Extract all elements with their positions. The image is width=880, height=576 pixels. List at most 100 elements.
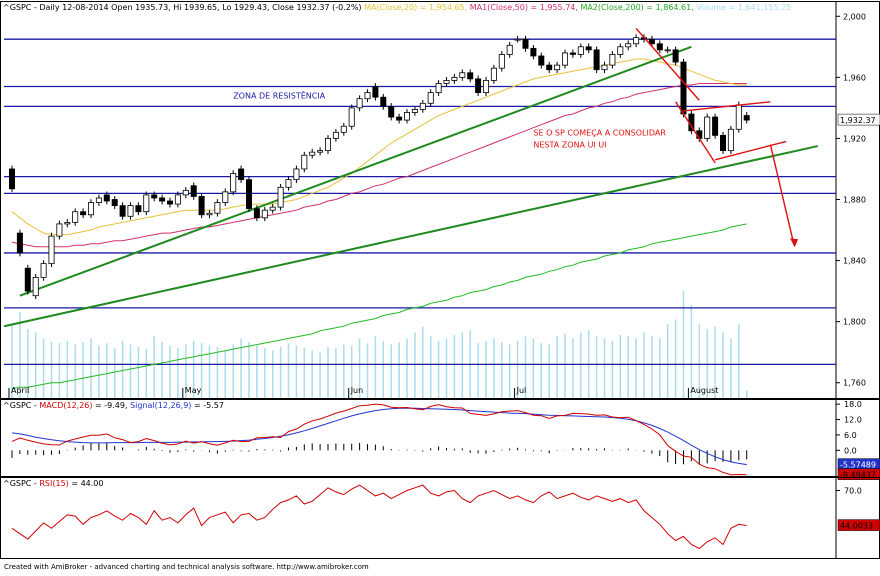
candle-body xyxy=(207,213,212,215)
candle-body xyxy=(412,109,417,112)
candle-body xyxy=(175,195,180,204)
date-axis-label: April xyxy=(11,386,29,395)
volume-bar xyxy=(383,341,385,398)
candle-body xyxy=(270,207,275,210)
volume-bar xyxy=(327,347,329,398)
volume-bar xyxy=(430,336,432,398)
candle-body xyxy=(333,132,338,138)
candle-body xyxy=(223,192,228,203)
volume-bar xyxy=(627,336,629,398)
rsi-pane[interactable]: 70.044.0033^GSPC - RSI(15) = 44.00 xyxy=(1,477,880,559)
candle-body xyxy=(246,180,251,209)
macd-last-label: -9.49437 xyxy=(840,471,876,480)
candle-body xyxy=(341,126,346,132)
volume-bar xyxy=(493,338,495,398)
volume-bar xyxy=(533,338,535,398)
price-axis-tick-label: 1,840 xyxy=(843,257,866,266)
candle-body xyxy=(128,206,133,217)
candle-body xyxy=(626,44,631,47)
candle-body xyxy=(562,53,567,65)
candle-body xyxy=(507,45,512,54)
candle-body xyxy=(120,206,125,217)
candle-body xyxy=(373,87,378,98)
date-axis-label: Jun xyxy=(350,386,364,395)
candle-body xyxy=(531,48,536,56)
resistance-zone-label: ZONA DE RESISTÊNCIA xyxy=(233,90,326,101)
candle-body xyxy=(144,195,149,212)
price-axis-tick-label: 2,000 xyxy=(843,12,866,21)
candle-body xyxy=(602,65,607,70)
date-axis-label: May xyxy=(185,386,202,395)
volume-bar xyxy=(35,332,37,398)
volume-bar xyxy=(635,338,637,398)
candle-body xyxy=(436,83,441,92)
candle-body xyxy=(578,47,583,55)
candle-body xyxy=(96,198,101,203)
candle-body xyxy=(73,212,78,223)
last-close-label: 1,932.37 xyxy=(840,116,876,125)
volume-bar xyxy=(367,343,369,398)
volume-bar xyxy=(438,341,440,398)
candle-body xyxy=(112,200,117,206)
volume-bar xyxy=(462,332,464,398)
candle-body xyxy=(555,65,560,70)
volume-bar xyxy=(153,336,155,398)
rsi-pane-title: ^GSPC - RSI(15) = 44.00 xyxy=(3,479,104,488)
volume-bar xyxy=(612,341,614,398)
volume-bar xyxy=(138,347,140,398)
candle-body xyxy=(17,233,22,253)
price-pane-title: ^GSPC - Daily 12-08-2014 Open 1935.73, H… xyxy=(3,3,791,12)
candle-body xyxy=(365,93,370,99)
candle-body xyxy=(523,39,528,48)
candle-body xyxy=(547,65,552,70)
volume-bar xyxy=(572,338,574,398)
candle-body xyxy=(167,201,172,204)
candle-body xyxy=(491,68,496,80)
macd-pane[interactable]: 0.06.012.018.0-5.57489-9.49437^GSPC - MA… xyxy=(1,399,880,480)
candle-body xyxy=(389,106,394,117)
volume-bar xyxy=(643,332,645,398)
candle-body xyxy=(665,50,670,51)
candle-body xyxy=(65,222,70,224)
candle-body xyxy=(610,54,615,65)
volume-bar xyxy=(288,343,290,398)
annotation-red-arrow xyxy=(770,145,794,246)
candle-body xyxy=(586,47,591,50)
volume-bar xyxy=(343,344,345,398)
volume-bar xyxy=(548,344,550,398)
volume-bar xyxy=(280,347,282,398)
volume-bar xyxy=(596,336,598,398)
macd-pane-title: ^GSPC - MACD(12,26) = -9.49, Signal(12,2… xyxy=(3,401,224,410)
volume-bar xyxy=(248,342,250,398)
candle-body xyxy=(349,108,354,126)
date-axis-label: August xyxy=(690,386,718,395)
candle-body xyxy=(183,190,188,195)
volume-bar xyxy=(146,349,148,398)
candle-body xyxy=(397,117,402,120)
volume-bar xyxy=(541,343,543,398)
macd-pane-frame xyxy=(1,400,880,477)
volume-bar xyxy=(738,324,740,398)
price-axis-tick-label: 1,920 xyxy=(843,134,866,143)
candle-body xyxy=(657,44,662,50)
volume-bar xyxy=(422,327,424,398)
volume-bar xyxy=(675,319,677,398)
volume-bar xyxy=(114,348,116,398)
candle-body xyxy=(57,224,62,236)
volume-bar xyxy=(106,343,108,398)
candle-body xyxy=(705,117,710,138)
candle-body xyxy=(681,62,686,114)
volume-bar xyxy=(556,336,558,398)
candle-body xyxy=(428,93,433,104)
candle-body xyxy=(262,210,267,218)
candle-body xyxy=(452,77,457,80)
candle-body xyxy=(634,38,639,44)
rsi-line xyxy=(12,485,747,548)
volume-bar xyxy=(746,391,748,398)
annotation-red-arrowhead xyxy=(790,238,798,247)
candle-body xyxy=(736,105,741,129)
macd-signal-line xyxy=(12,408,747,464)
candle-body xyxy=(49,236,54,263)
candle-body xyxy=(539,56,544,65)
